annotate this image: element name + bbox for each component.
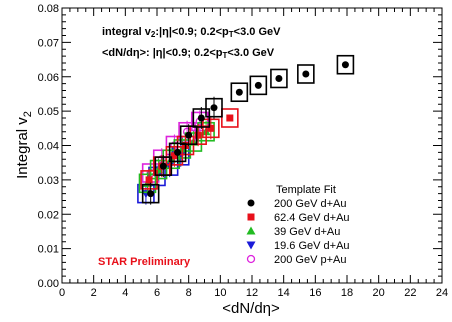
y-axis-label: Integral v2 [14,111,34,179]
data-point [170,152,178,160]
x-tick-label: 14 [278,287,290,299]
systematic-box [249,75,268,96]
y-tick-label: 0.02 [38,209,59,221]
systematic-box [336,54,355,75]
legend-marker [246,226,256,235]
data-point [275,74,283,82]
annotation-line2-end: <3.0 GeV [227,47,274,59]
data-points [137,54,355,205]
legend-entry: 19.6 GeV d+Au [274,240,350,252]
annotation-line1-tail: :|η|<0.9; 0.2<p [155,26,229,38]
x-tick-label: 6 [154,287,160,299]
data-point [341,61,349,69]
axis-ticks: 0 2 4 6 8 10 12 14 16 18 20 22 240.000.010.020.030.0… [38,3,449,299]
data-point [174,148,182,156]
systematic-box [297,64,315,84]
annotation-line2-subT: T [222,51,227,60]
data-point [145,176,153,184]
legend-title: Template Fit [276,184,336,196]
legend-entry: 200 GeV d+Au [274,198,346,210]
data-point [207,124,215,132]
y-tick-label: 0.04 [38,141,59,153]
x-tick-label: 10 [214,287,226,299]
legend-entry: 39 GeV d+Au [274,226,340,238]
x-tick-label: 22 [404,287,416,299]
annotation-line1-end: <3.0 GeV [234,26,281,38]
legend-entry: 62.4 GeV d+Au [274,212,350,224]
y-tick-label: 0.06 [38,72,59,84]
x-tick-label: 12 [246,287,258,299]
legend-entry: 200 GeV p+Au [274,254,346,266]
x-tick-label: 20 [373,287,385,299]
x-tick-label: 18 [341,287,353,299]
x-tick-label: 16 [309,287,321,299]
legend: Template Fit 200 GeV d+Au 62.4 GeV d+Au 39 … [246,184,350,266]
annotation-line2: <dN/dη>: |η|<0.9; 0.2<pT<3.0 GeV [102,47,275,60]
systematic-box [230,82,249,103]
y-tick-label: 0.08 [38,3,59,15]
x-tick-label: 4 [122,287,128,299]
x-tick-label: 2 [91,287,97,299]
y-tick-label: 0.07 [38,37,59,49]
star-preliminary-label: STAR Preliminary [98,256,191,268]
x-tick-label: 0 [59,287,65,299]
series-0 [141,54,355,205]
x-axis-label: <dN/dη> [222,300,280,317]
legend-marker [247,213,255,221]
data-point [235,88,243,96]
x-tick-label: 24 [436,287,448,299]
data-point [194,131,202,139]
systematic-box [270,68,288,89]
annotation-line1-subT: T [229,30,234,39]
data-point [226,114,234,122]
legend-marker [246,254,256,264]
legend-marker [246,241,256,250]
data-point [185,131,193,139]
y-axis-label-sub: 2 [22,111,34,117]
legend-marker [247,199,255,207]
data-point [302,70,310,78]
data-point [147,190,155,198]
data-point [210,104,218,112]
y-tick-label: 0.01 [38,244,59,256]
y-tick-label: 0.00 [38,278,59,290]
annotation-line1-sub2: 2 [151,30,156,39]
x-tick-label: 8 [186,287,192,299]
data-point [159,162,167,170]
y-tick-label: 0.05 [38,106,59,118]
data-point [254,81,262,89]
annotation-line1: integral v2:|η|<0.9; 0.2<pT<3.0 GeV [102,26,281,39]
data-point [197,114,205,122]
y-tick-label: 0.03 [38,175,59,187]
systematic-box [221,108,239,128]
